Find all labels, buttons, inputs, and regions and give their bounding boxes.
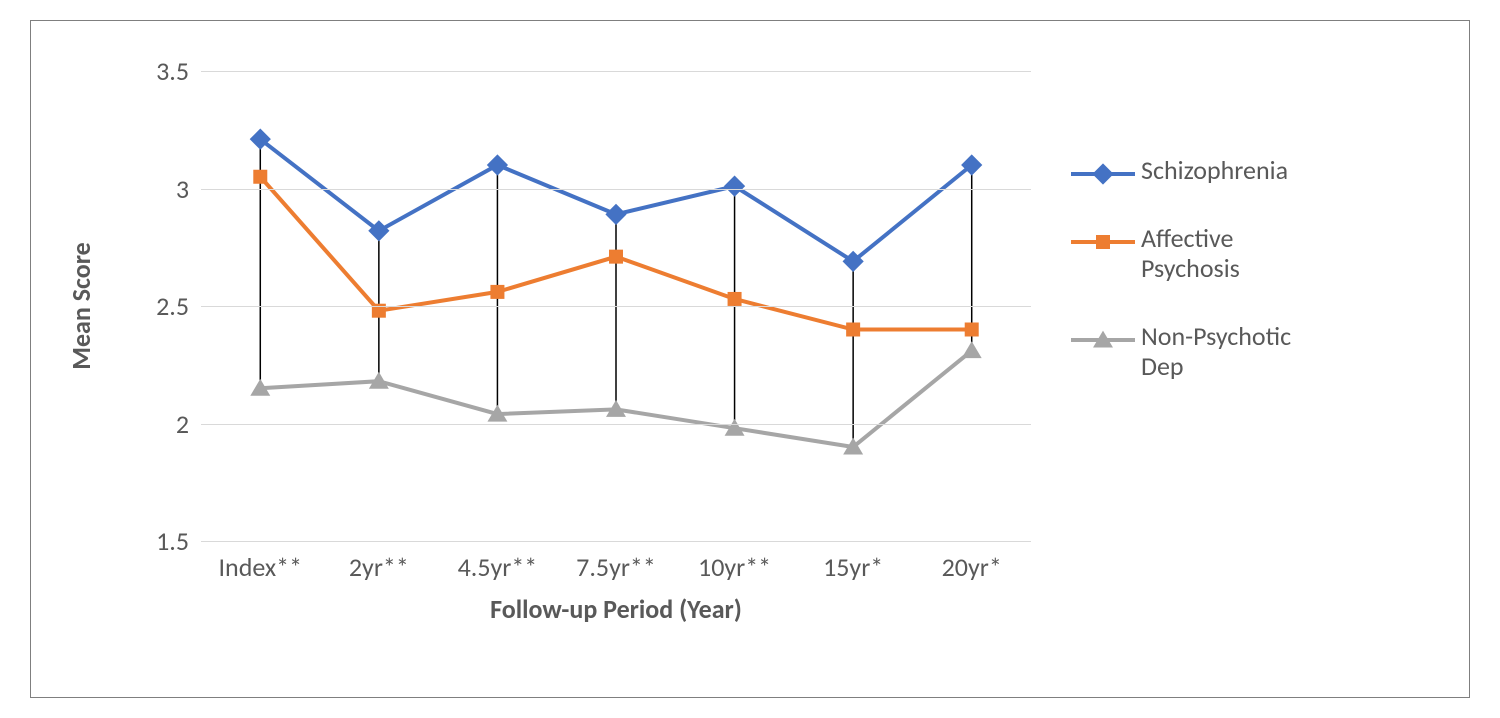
x-tick-label: 10yr**: [698, 551, 771, 583]
legend-label: Affective Psychosis: [1141, 224, 1321, 284]
legend-item: Affective Psychosis: [1071, 224, 1321, 284]
series-marker: [847, 323, 860, 336]
legend-swatch: [1071, 230, 1135, 254]
y-tick-label: 3: [176, 173, 189, 205]
gridline: [201, 189, 1031, 190]
legend-item: Non-Psychotic Dep: [1071, 322, 1321, 382]
legend-swatch: [1071, 162, 1135, 186]
gridline: [201, 424, 1031, 425]
legend-label: Schizophrenia: [1141, 156, 1288, 186]
x-tick-label: 4.5yr**: [458, 551, 538, 583]
x-tick-label: 2yr**: [349, 551, 409, 583]
series-marker: [965, 323, 978, 336]
series-marker: [725, 176, 745, 196]
series-marker: [610, 250, 623, 263]
y-tick-label: 2: [176, 408, 189, 440]
y-axis-title: Mean Score: [65, 242, 97, 370]
legend: Schizophrenia Affective Psychosis Non-Psyc…: [1071, 156, 1321, 420]
plot-area: 1.522.533.5Index**2yr**4.5yr**7.5yr**10y…: [201, 71, 1031, 541]
x-tick-label: 15yr*: [823, 551, 883, 583]
x-tick-label: Index**: [218, 551, 302, 583]
x-axis-baseline: [201, 541, 1031, 542]
series-marker: [728, 292, 741, 305]
legend-item: Schizophrenia: [1071, 156, 1321, 186]
chart-container: 1.5 2 2.5 3 3.5 Index** 2yr** 4.5yr** 7.5yr** 10y…: [30, 20, 1470, 698]
series-marker: [491, 285, 504, 298]
series-marker: [254, 170, 267, 183]
legend-label: Non-Psychotic Dep: [1141, 322, 1321, 382]
y-tick-label: 1.5: [156, 525, 189, 557]
y-tick-label: 3.5: [156, 55, 189, 87]
x-tick-label: 7.5yr**: [576, 551, 656, 583]
gridline: [201, 71, 1031, 72]
gridline: [201, 306, 1031, 307]
y-tick-label: 2.5: [156, 290, 189, 322]
legend-swatch: [1071, 328, 1135, 352]
series-marker: [963, 342, 981, 357]
series-marker: [606, 204, 626, 224]
series-marker: [488, 155, 508, 175]
x-axis-title: Follow-up Period (Year): [490, 593, 742, 625]
x-tick-label: 20yr*: [942, 551, 1002, 583]
